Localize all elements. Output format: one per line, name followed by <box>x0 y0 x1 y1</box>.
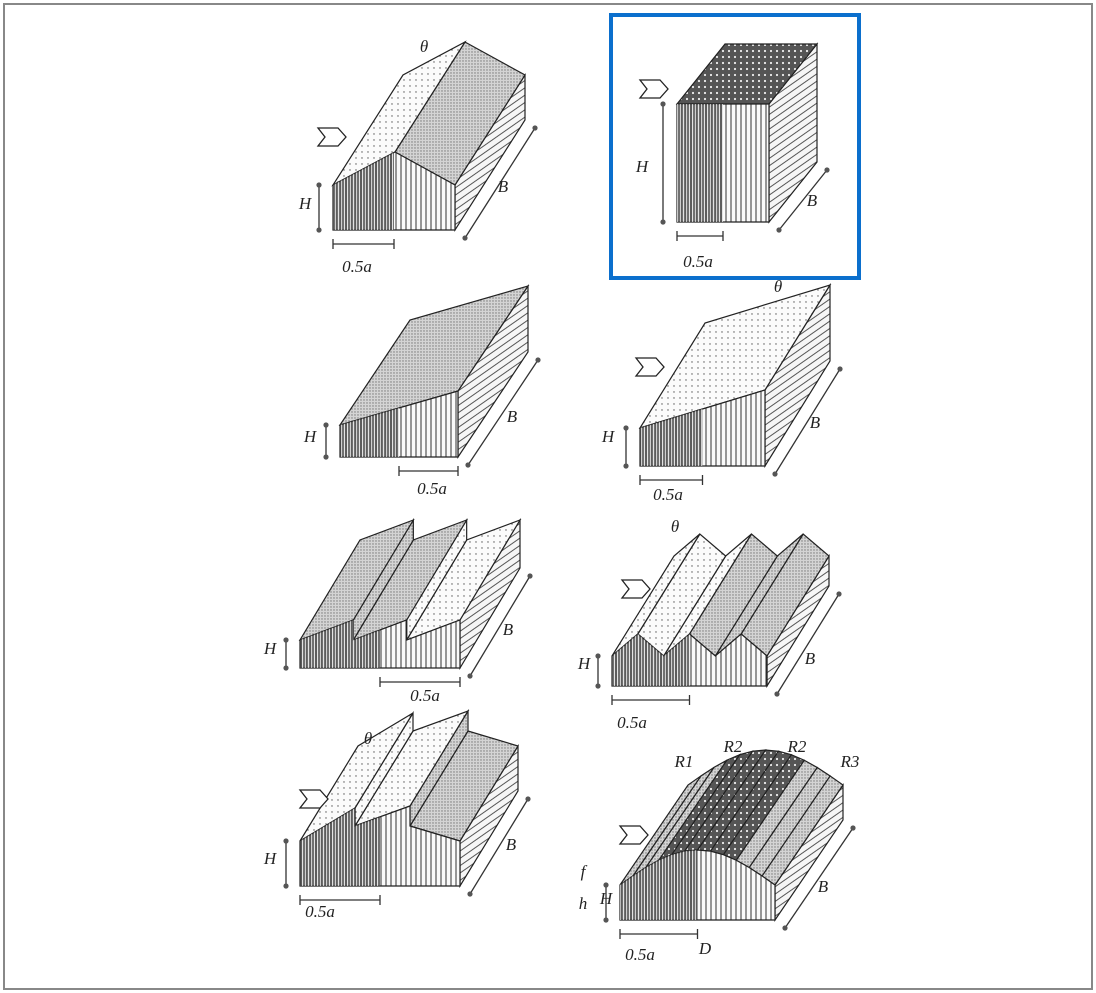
dim-dot <box>467 891 472 896</box>
dim-dot <box>283 637 288 642</box>
figure: θ H B 0.5a H B 0.5a H B 0.5a θ H B 0.5a H B 0.5a θ H B 0.5a θ… <box>0 0 1096 993</box>
dimension-label: H <box>577 654 592 673</box>
dim-dot <box>660 101 665 106</box>
dimension-label: θ <box>420 37 428 56</box>
dimension-label: θ <box>671 517 679 536</box>
dimension-label: H <box>263 849 278 868</box>
dim-dot <box>323 422 328 427</box>
dimension-label: H <box>303 427 318 446</box>
dim-dot <box>774 691 779 696</box>
dimension-label: R2 <box>787 737 807 756</box>
dimension-label: B <box>818 877 829 896</box>
dimension-label: 0.5a <box>653 485 683 504</box>
dim-dot <box>836 591 841 596</box>
dimension-label: 0.5a <box>410 686 440 705</box>
dim-dot <box>525 796 530 801</box>
dimension-label: D <box>698 939 712 958</box>
dimension-label: B <box>506 835 517 854</box>
dim-dot <box>283 665 288 670</box>
dimension-label: θ <box>364 729 372 748</box>
dimension-label: H <box>263 639 278 658</box>
dimension-label: B <box>807 191 818 210</box>
dim-dot <box>527 573 532 578</box>
dim-dot <box>283 838 288 843</box>
dimension-label: B <box>498 177 509 196</box>
dim-dot <box>595 653 600 658</box>
dim-dot <box>462 235 467 240</box>
dimension-label: h <box>579 894 588 913</box>
dimension-label: R2 <box>723 737 743 756</box>
dimension-label: 0.5a <box>617 713 647 732</box>
dim-dot <box>316 227 321 232</box>
dim-dot <box>623 425 628 430</box>
dimension-label: R1 <box>674 752 694 771</box>
dim-dot <box>776 227 781 232</box>
dimension-label: 0.5a <box>305 902 335 921</box>
dimension-label: H <box>599 889 614 908</box>
page-frame <box>4 4 1092 989</box>
dimension-label: B <box>507 407 518 426</box>
dimension-label: B <box>503 620 514 639</box>
dim-dot <box>283 883 288 888</box>
dim-dot <box>660 219 665 224</box>
dimension-label: B <box>805 649 816 668</box>
dimension-label: R3 <box>840 752 860 771</box>
dim-dot <box>532 125 537 130</box>
dim-dot <box>603 917 608 922</box>
dimension-label: 0.5a <box>417 479 447 498</box>
dim-dot <box>603 882 608 887</box>
dim-dot <box>323 454 328 459</box>
dimension-label: B <box>810 413 821 432</box>
dim-dot <box>623 463 628 468</box>
dimension-label: H <box>635 157 650 176</box>
dim-dot <box>837 366 842 371</box>
dimension-label: 0.5a <box>683 252 713 271</box>
dim-dot <box>772 471 777 476</box>
dimension-label: θ <box>774 277 782 296</box>
dim-dot <box>535 357 540 362</box>
dim-dot <box>850 825 855 830</box>
dim-dot <box>595 683 600 688</box>
dim-dot <box>824 167 829 172</box>
dimension-label: H <box>601 427 616 446</box>
dim-dot <box>467 673 472 678</box>
dimension-label: 0.5a <box>625 945 655 964</box>
dim-dot <box>782 925 787 930</box>
dim-dot <box>316 182 321 187</box>
dimension-label: H <box>298 194 313 213</box>
dimension-label: 0.5a <box>342 257 372 276</box>
dim-dot <box>465 462 470 467</box>
